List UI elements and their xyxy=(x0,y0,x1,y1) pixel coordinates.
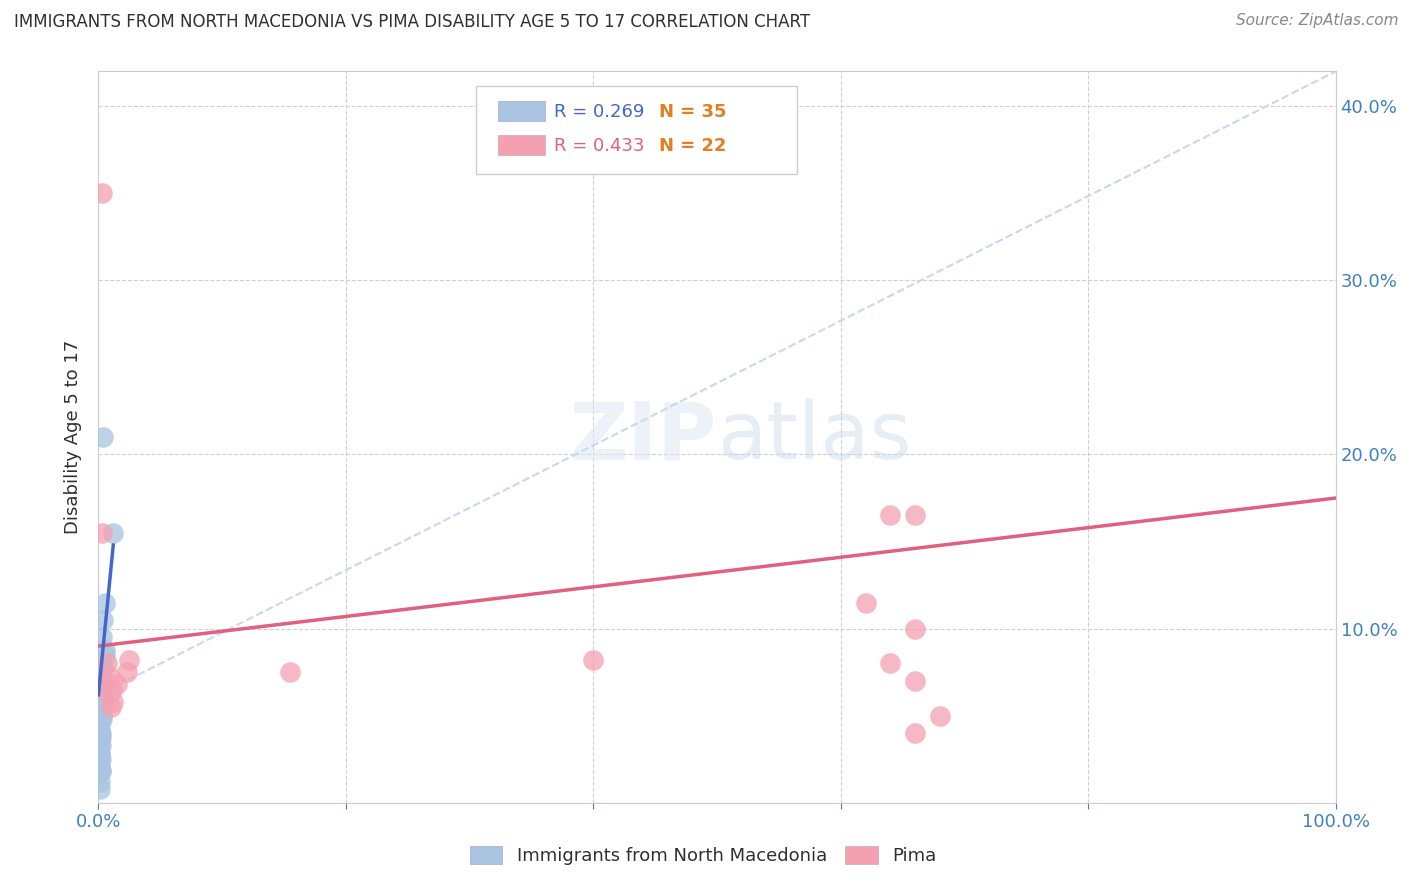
Point xyxy=(90,682,112,697)
Point xyxy=(105,677,128,691)
Point xyxy=(91,712,114,726)
Point xyxy=(89,747,111,761)
Point xyxy=(101,682,124,697)
FancyBboxPatch shape xyxy=(475,86,797,174)
Point xyxy=(100,700,122,714)
Point xyxy=(89,691,111,706)
Point xyxy=(115,665,138,680)
Point xyxy=(879,657,901,671)
Point xyxy=(93,648,115,662)
Point xyxy=(89,761,111,775)
Text: N = 35: N = 35 xyxy=(659,103,727,120)
Point xyxy=(582,653,605,667)
Point xyxy=(89,775,111,789)
Point xyxy=(91,691,114,706)
Point xyxy=(98,670,121,684)
Point xyxy=(93,660,115,674)
Point xyxy=(89,715,111,730)
Point xyxy=(90,739,112,753)
Point xyxy=(89,740,111,755)
Point xyxy=(89,673,111,688)
Point xyxy=(904,508,927,523)
Point xyxy=(91,708,114,723)
Text: atlas: atlas xyxy=(717,398,911,476)
Point xyxy=(89,757,111,772)
Point xyxy=(93,613,115,627)
Point xyxy=(89,730,111,744)
Point xyxy=(90,764,112,779)
Legend: Immigrants from North Macedonia, Pima: Immigrants from North Macedonia, Pima xyxy=(461,838,945,874)
Point xyxy=(904,622,927,636)
Point xyxy=(904,726,927,740)
Point xyxy=(928,708,950,723)
Point xyxy=(96,657,118,671)
Point xyxy=(855,595,877,609)
Point xyxy=(103,695,125,709)
Point xyxy=(89,747,111,761)
Point xyxy=(90,726,112,740)
Point xyxy=(93,642,115,657)
Point xyxy=(90,730,112,744)
Point xyxy=(93,430,115,444)
Text: N = 22: N = 22 xyxy=(659,137,727,155)
Point xyxy=(93,695,115,709)
Point xyxy=(90,682,112,697)
Text: R = 0.433: R = 0.433 xyxy=(554,137,644,155)
Point xyxy=(278,665,301,680)
Point xyxy=(879,508,901,523)
Point xyxy=(103,525,125,540)
Text: Source: ZipAtlas.com: Source: ZipAtlas.com xyxy=(1236,13,1399,29)
Point xyxy=(91,186,114,201)
Point xyxy=(118,653,141,667)
FancyBboxPatch shape xyxy=(498,101,546,121)
Text: IMMIGRANTS FROM NORTH MACEDONIA VS PIMA DISABILITY AGE 5 TO 17 CORRELATION CHART: IMMIGRANTS FROM NORTH MACEDONIA VS PIMA … xyxy=(14,13,810,31)
Point xyxy=(90,708,112,723)
Y-axis label: Disability Age 5 to 17: Disability Age 5 to 17 xyxy=(65,340,83,534)
Point xyxy=(91,631,114,645)
Point xyxy=(91,525,114,540)
Point xyxy=(91,665,114,680)
Point xyxy=(90,764,112,779)
Point xyxy=(93,691,115,706)
Point xyxy=(93,595,115,609)
Point xyxy=(89,730,111,744)
Text: R = 0.269: R = 0.269 xyxy=(554,103,644,120)
Point xyxy=(89,781,111,796)
Point xyxy=(89,723,111,737)
Point xyxy=(904,673,927,688)
FancyBboxPatch shape xyxy=(498,135,546,155)
Point xyxy=(91,673,114,688)
Point xyxy=(90,752,112,766)
Text: ZIP: ZIP xyxy=(569,398,717,476)
